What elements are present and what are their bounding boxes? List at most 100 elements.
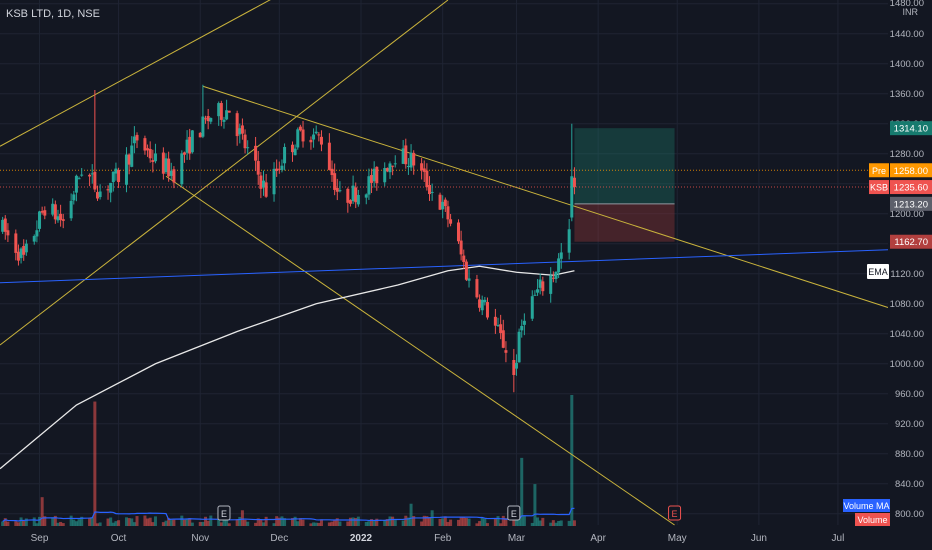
- candle-body: [293, 148, 297, 156]
- volume-bar: [296, 521, 300, 526]
- candle-body: [90, 173, 94, 175]
- candle-body: [198, 132, 202, 138]
- volume-bar: [309, 523, 313, 526]
- volume-bar: [538, 520, 542, 526]
- candle-body: [190, 130, 194, 153]
- volume-bar: [536, 517, 540, 526]
- volume-bar: [317, 522, 321, 526]
- volume-bar: [520, 457, 524, 526]
- candle-body: [356, 194, 360, 205]
- volume-bar: [130, 518, 134, 526]
- volume-bar: [225, 519, 229, 526]
- candle-body: [264, 182, 268, 197]
- candle-body: [462, 255, 466, 263]
- earnings-marker[interactable]: [217, 505, 231, 521]
- volume-bar: [72, 519, 76, 526]
- trend-ascending-upper[interactable]: [0, 0, 277, 147]
- volume-bar: [298, 518, 302, 526]
- volume-bar: [464, 517, 468, 526]
- volume-bar: [559, 520, 563, 526]
- candle-body: [146, 148, 150, 151]
- volume-bar: [554, 522, 558, 526]
- price-tick-label: 1200.00: [890, 209, 924, 220]
- price-axis[interactable]: INR 800.00 840.00 880.00 920.00 960.00 1000.00…: [869, 0, 932, 550]
- price-tick-label: 960.00: [895, 389, 924, 400]
- volume-legend-box[interactable]: [855, 513, 890, 526]
- candle-body: [59, 213, 63, 220]
- trend-descending-lower[interactable]: [165, 175, 675, 526]
- volume-bar: [185, 519, 189, 526]
- candle-body: [109, 182, 113, 193]
- candle-body: [283, 146, 287, 164]
- earnings-marker[interactable]: [507, 505, 521, 521]
- volume-bar: [246, 521, 250, 526]
- volume-bar: [106, 518, 110, 526]
- volume-bar: [314, 522, 318, 526]
- candle-body: [206, 116, 210, 122]
- volume-bar: [272, 523, 276, 526]
- volume-legend-label: Volume: [857, 515, 887, 525]
- earnings-marker[interactable]: [668, 505, 682, 521]
- volume-bar: [485, 523, 489, 526]
- candle-body: [570, 176, 574, 218]
- time-tick-label: Dec: [270, 533, 288, 544]
- indicator-legends[interactable]: EMA Volume MA Volume: [843, 264, 890, 526]
- candle-body: [317, 134, 321, 136]
- candle-body: [314, 131, 318, 134]
- candle-body: [95, 192, 99, 199]
- time-tick-label: Feb: [434, 533, 452, 544]
- volume-bar: [354, 518, 358, 526]
- long-position-tool[interactable]: [574, 128, 675, 242]
- support-blue-line[interactable]: [0, 249, 889, 284]
- volume-bar: [370, 519, 374, 526]
- volume-bar: [517, 516, 521, 526]
- price-tick-label: 880.00: [895, 449, 924, 460]
- volume-bar: [262, 522, 266, 526]
- candle-body: [217, 103, 221, 117]
- price-tag-label: KSB: [870, 183, 888, 193]
- trend-lines[interactable]: [0, 0, 889, 526]
- volume-ma-legend-box[interactable]: [843, 499, 890, 512]
- candle-body: [549, 275, 553, 294]
- candle-body: [346, 188, 350, 203]
- volume-bar: [164, 520, 168, 526]
- volume-bar: [51, 517, 55, 526]
- volume-bar: [375, 518, 379, 526]
- candle-body: [428, 185, 432, 195]
- candle-body: [135, 134, 139, 141]
- volume-bar: [217, 519, 221, 526]
- volume-bar: [204, 516, 208, 526]
- volume-bar: [567, 520, 571, 526]
- volume-bar: [459, 517, 463, 526]
- candle-body: [338, 190, 342, 192]
- volume-bar: [190, 522, 194, 526]
- volume-bar: [383, 520, 387, 526]
- candles: [1, 84, 576, 393]
- candle-body: [35, 230, 39, 237]
- volume-bar: [219, 522, 223, 526]
- price-label-box: [890, 180, 932, 195]
- candle-body: [80, 174, 84, 176]
- time-tick-label: Mar: [508, 533, 526, 544]
- trend-descending-main[interactable]: [202, 85, 889, 308]
- time-tick-label: Nov: [191, 533, 209, 544]
- candle-body: [335, 187, 339, 192]
- volume-bar: [127, 518, 131, 526]
- candle-body: [446, 206, 450, 220]
- candle-body: [151, 160, 155, 162]
- candle-body: [88, 174, 92, 177]
- candle-body: [393, 163, 397, 165]
- position-target-zone[interactable]: [574, 128, 675, 204]
- price-label-box: [890, 234, 932, 249]
- volume-bar: [319, 519, 323, 526]
- candle-body: [459, 240, 463, 255]
- time-axis[interactable]: Sep Oct Nov Dec 2022 Feb Mar Apr May Jun Jul: [0, 527, 888, 550]
- trend-ascending-lower[interactable]: [0, 0, 449, 346]
- price-tick-label: 1040.00: [890, 329, 924, 340]
- earnings-marker-label: E: [511, 509, 517, 519]
- ema-legend-box[interactable]: [867, 264, 889, 279]
- price-label-text: 1213.20: [894, 199, 928, 210]
- candle-body: [16, 251, 20, 261]
